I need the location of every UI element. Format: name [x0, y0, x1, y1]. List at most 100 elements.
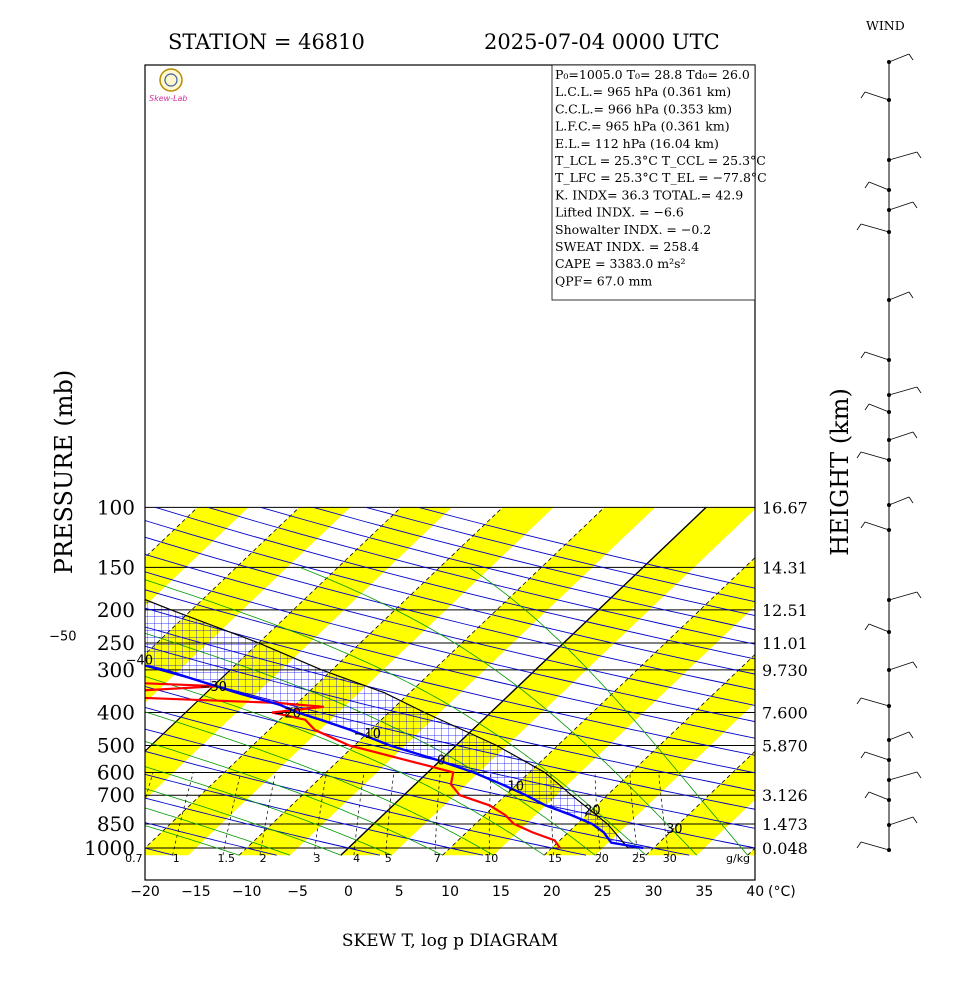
wind-barb-feather [908, 731, 914, 739]
wind-barb-feather [916, 151, 922, 159]
wind-barb-feather [912, 431, 918, 439]
yellow-band [145, 507, 249, 606]
mixing-ratio-label: 7 [434, 852, 441, 865]
dry-adiabat-line [145, 773, 484, 856]
index-line: E.L.= 112 hPa (16.04 km) [555, 136, 719, 151]
temperature-tick: 0 [344, 884, 353, 900]
wind-barb-feather [856, 841, 862, 849]
yellow-band [0, 507, 45, 855]
wind-barb [888, 151, 918, 161]
dry-adiabat-line [145, 553, 755, 706]
height-label: 12.51 [762, 601, 808, 620]
pressure-label: 1000 [84, 836, 135, 860]
parcel-moist-ascent [145, 598, 629, 849]
isotherm-label: −40 [126, 654, 153, 669]
isotherm-label: −50 [49, 630, 76, 645]
wind-barb [860, 697, 890, 707]
dry-adiabat-line [145, 520, 755, 675]
wind-barb-feather [864, 791, 870, 799]
dry-adiabat-line [145, 607, 755, 756]
temperature-tick: 30 [645, 884, 663, 900]
index-line: T_LFC = 25.3°C T_EL = −77.8°C [555, 170, 767, 185]
wind-barb-feather [916, 771, 922, 779]
index-line: K. INDX= 36.3 TOTAL.= 42.9 [555, 187, 743, 202]
moist-adiabat-line [145, 675, 545, 856]
wind-barb [888, 591, 918, 601]
temperature-tick: −10 [232, 884, 262, 900]
mixing-ratio-label: 30 [663, 852, 677, 865]
wind-barb-feather [916, 386, 922, 394]
moist-adiabat-line [145, 807, 291, 856]
dry-adiabat-line [145, 589, 755, 739]
wind-barb-feather [856, 451, 862, 459]
index-line: Showalter INDX. = −0.2 [555, 222, 711, 237]
isotherm-label: 30 [666, 822, 683, 837]
mixing-ratio-label: 15 [548, 852, 562, 865]
height-label: 0.048 [762, 839, 808, 858]
mixing-ratio-label: 25 [632, 852, 646, 865]
wind-barb-feather [908, 53, 914, 61]
cape-hatched-area [145, 598, 644, 849]
yellow-band [340, 507, 755, 856]
isotherm-label: 10 [508, 779, 525, 794]
index-line: CAPE = 3383.0 m²s² [555, 256, 686, 271]
plot-frame [144, 64, 756, 881]
moist-adiabat-line [469, 567, 748, 856]
mixing-ratio-line [145, 772, 154, 802]
wind-barb [864, 91, 890, 101]
yellow-band [951, 507, 960, 855]
isotherm-line [645, 750, 755, 856]
temperature-tick: −5 [287, 884, 308, 900]
temperature-tick: 40 [746, 884, 764, 900]
index-line: P₀=1005.0 T₀= 28.8 Td₀= 26.0 [555, 67, 750, 82]
wind-barb-feather [912, 661, 918, 669]
index-line: C.C.L.= 966 hPa (0.353 km) [555, 101, 732, 116]
height-label: 11.01 [762, 634, 808, 653]
yellow-band [544, 654, 755, 856]
pressure-label: 100 [97, 495, 135, 519]
mixing-ratio-label: 5 [385, 852, 392, 865]
wind-barbs [856, 53, 922, 852]
index-line: L.C.L.= 965 hPa (0.361 km) [555, 84, 731, 99]
temperature-tick: 35 [695, 884, 713, 900]
wind-barb-feather [856, 223, 862, 231]
mixing-ratio-lines [145, 772, 670, 856]
wind-barb [888, 431, 914, 441]
height-label: 14.31 [762, 558, 808, 577]
pressure-axis-title: PRESSURE (mb) [50, 370, 78, 575]
pressure-label: 600 [97, 760, 135, 784]
wind-barb [860, 451, 890, 461]
wind-barb-feather [908, 291, 914, 299]
wind-barb [864, 751, 890, 761]
dry-adiabat-line [145, 750, 587, 856]
height-label: 3.126 [762, 786, 808, 805]
temperature-tick: 20 [543, 884, 561, 900]
wind-barb [888, 201, 914, 211]
dry-adiabat-line [145, 536, 755, 690]
chart-title: SKEW T, log p DIAGRAM [342, 931, 558, 951]
temperature-unit: (°C) [768, 884, 796, 900]
wind-barb-feather [912, 201, 918, 209]
mixing-ratio-label: 4 [353, 852, 360, 865]
temperature-tick: 5 [395, 884, 404, 900]
index-line: L.F.C.= 965 hPa (0.361 km) [555, 119, 730, 134]
yellow-band [849, 507, 960, 855]
mixing-ratio-label: 3 [313, 852, 320, 865]
height-axis-labels: 16.67 14.31 12.51 11.01 9.730 7.600 5.870 3.126… [762, 498, 808, 858]
wind-barb [888, 386, 918, 396]
moist-adiabat-line [145, 741, 443, 856]
mixing-ratio-line [172, 772, 194, 856]
parcel-line [145, 664, 644, 850]
wind-barb-feather [860, 521, 866, 529]
index-line: QPF= 67.0 mm [555, 273, 652, 288]
indices-box [551, 64, 756, 301]
wind-barb-feather [912, 816, 918, 824]
yellow-band [239, 507, 656, 856]
temperature-tick: 10 [441, 884, 459, 900]
wind-barb-feather [864, 403, 870, 411]
sounding-profiles [145, 664, 644, 850]
wind-barb [888, 291, 910, 301]
moist-adiabat-line [145, 579, 647, 856]
yellow-band [145, 507, 452, 800]
isotherm-label: −20 [274, 706, 301, 721]
